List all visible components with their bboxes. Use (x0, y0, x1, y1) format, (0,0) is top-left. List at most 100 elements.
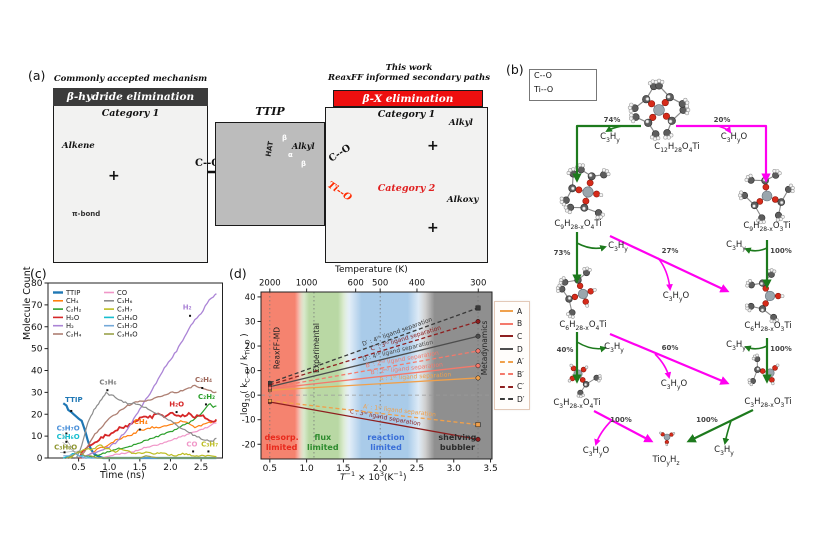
plus-sign-cat2: + (427, 220, 439, 236)
molecule-C3H28-xO3Ti (747, 353, 780, 387)
legend-entry-B: B (500, 318, 524, 331)
svg-text:30: 30 (245, 317, 256, 327)
annotation-TTIP: TTIP (65, 396, 82, 404)
annotation-CH₄: CH₄ (134, 418, 148, 426)
svg-text:40: 40 (245, 293, 256, 303)
svg-text:20: 20 (245, 342, 256, 352)
svg-text:1.0: 1.0 (102, 463, 117, 473)
panel-b-tag: (b) (506, 62, 524, 77)
beta-label-1: β (282, 134, 288, 142)
svg-text:400: 400 (409, 279, 425, 289)
svg-text:2.0: 2.0 (373, 464, 388, 474)
svg-text:C₃H₆: C₃H₆ (117, 297, 133, 305)
category1-right: Category 1 (377, 109, 436, 120)
panel-d-legend: A B C D A′ B′ C′ D′ (494, 301, 531, 410)
co-arrow-label-left: C--O (195, 158, 220, 169)
series-H₂O (78, 411, 218, 459)
svg-text:H₂: H₂ (66, 322, 74, 330)
legend-entry-D′: D′ (500, 393, 524, 406)
svg-text:C₃H₇O: C₃H₇O (117, 322, 138, 330)
svg-text:1000: 1000 (296, 279, 318, 289)
svg-text:limited: limited (266, 443, 298, 452)
plus-sign-cat1: + (427, 138, 439, 154)
branch-arrow-1 (717, 125, 732, 134)
svg-text:20: 20 (31, 410, 43, 420)
svg-text:2000: 2000 (259, 279, 281, 289)
reaction-arrow-3 (609, 235, 730, 293)
pi-bond-label: π-bond (72, 210, 101, 218)
panel-a-right-caption1: This work (385, 63, 433, 73)
panel-b-legend: C--O Ti--O (529, 69, 597, 101)
svg-text:CO: CO (117, 289, 127, 297)
line-A (269, 377, 479, 391)
branch-arrow-6 (654, 353, 672, 379)
panel-a-tag: (a) (28, 68, 46, 83)
svg-text:2.5: 2.5 (410, 464, 424, 474)
panel-b-graphics (555, 72, 795, 447)
svg-text:40: 40 (31, 367, 43, 377)
panel-a-right-caption2: ReaxFF informed secondary paths (328, 73, 490, 83)
legend-entry-A: A (500, 305, 524, 318)
svg-text:3.5: 3.5 (483, 464, 497, 474)
branch-arrow-0 (605, 125, 623, 133)
line-B′ (269, 350, 479, 389)
alkoxy-product-label: Alkoxy (447, 195, 479, 205)
series-H₂ (81, 293, 217, 459)
svg-text:limited: limited (307, 443, 339, 452)
svg-text:0: 0 (37, 454, 43, 464)
region-label-shelving: shelving (438, 433, 476, 442)
svg-text:C₂H₄: C₂H₄ (66, 330, 82, 338)
branch-arrow-3 (657, 257, 673, 292)
reaction-arrow-0 (572, 124, 641, 183)
region-label-flux: flux (314, 433, 332, 442)
plus-sign-left: + (108, 168, 120, 184)
annotation-H₂O: H₂O (169, 401, 184, 409)
svg-text:C₃H₇: C₃H₇ (117, 306, 133, 314)
svg-text:600: 600 (348, 279, 364, 289)
svg-text:bubbler: bubbler (440, 443, 475, 452)
svg-text:1.5: 1.5 (133, 463, 147, 473)
molecule-C3H28-xO4Ti (567, 363, 602, 399)
series-C₂H₄ (78, 384, 217, 459)
panel-d-ylabel: log10( kC--O / kTi--O ) (240, 333, 252, 415)
reaction-arrow-9 (686, 409, 754, 443)
panel-d-xlabel: T−1 × 103(K−1) (340, 470, 407, 483)
svg-text:1.5: 1.5 (336, 464, 350, 474)
svg-text:0: 0 (250, 391, 255, 401)
svg-text:TTIP: TTIP (65, 289, 80, 297)
side-text-Metadynamics: Metadynamics (480, 321, 489, 376)
svg-text:500: 500 (372, 279, 388, 289)
line-C (269, 401, 479, 440)
panel-d-top-axis-label: Temperature (K) (335, 265, 408, 275)
annotation-C₃H₆: C₃H₆ (99, 379, 116, 387)
panel-c-plot: 0.5 1.0 1.5 2.0 2.5 0 10 20 30 40 50 60 70 80 TTIP C₃H₇… (31, 279, 223, 473)
beta-label-2: β (301, 160, 307, 168)
panel-a-right-header: β-X elimination (333, 90, 483, 107)
annotation-C₃H₆O: C₃H₆O (57, 433, 80, 441)
branch-arrow-2 (576, 242, 607, 252)
svg-text:60: 60 (31, 323, 43, 333)
legend-entry-C: C (500, 330, 524, 343)
series-C₃H₇ (69, 444, 217, 459)
line-B (269, 365, 479, 390)
annotation-H₂: H₂ (183, 303, 192, 311)
legend-entry-D: D (500, 343, 524, 356)
branch-arrow-4 (744, 247, 768, 254)
svg-text:50: 50 (31, 345, 43, 355)
line-D′ (269, 307, 479, 384)
ttip-box (215, 122, 325, 226)
panel-a-left-category: Category 1 (101, 108, 160, 119)
svg-text:C₃H₈O: C₃H₈O (117, 330, 138, 338)
svg-text:-20: -20 (242, 440, 256, 450)
reaction-arrow-6 (609, 332, 730, 385)
series-C₃H₈O (66, 450, 217, 459)
svg-text:H₂O: H₂O (66, 314, 79, 322)
svg-text:1.0: 1.0 (299, 464, 314, 474)
category2-right: Category 2 (377, 183, 436, 194)
svg-text:300: 300 (470, 279, 486, 289)
annotation-C₃H₇: C₃H₇ (201, 441, 218, 449)
panel-d-plot: ReaxFF-MD Experimental Metadynamics A : 1ˢᵗ… (242, 279, 498, 475)
side-text-ReaxFF-MD: ReaxFF-MD (272, 327, 281, 369)
